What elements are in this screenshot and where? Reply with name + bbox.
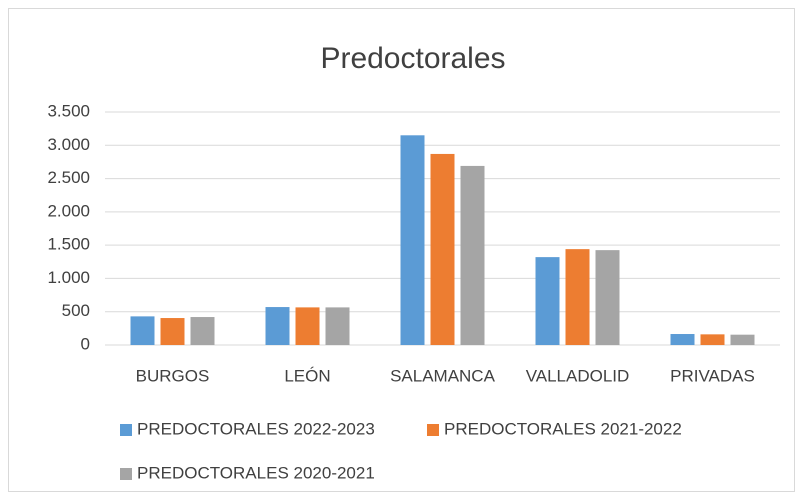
bar [595, 250, 620, 345]
x-tick-label: VALLADOLID [526, 366, 630, 385]
bar [190, 317, 215, 345]
bar [535, 257, 560, 345]
legend-swatch [427, 424, 439, 436]
legend-label: PREDOCTORALES 2022-2023 [137, 419, 375, 438]
y-tick-label: 0 [81, 334, 90, 353]
y-tick-label: 500 [62, 301, 90, 320]
bar [130, 316, 155, 345]
x-tick-label: SALAMANCA [390, 366, 496, 385]
x-tick-label: PRIVADAS [670, 366, 755, 385]
bar [400, 135, 425, 345]
x-tick-label: LEÓN [284, 366, 330, 385]
bar [430, 153, 455, 345]
bar [265, 307, 290, 345]
x-tick-label: BURGOS [136, 366, 210, 385]
bar [325, 307, 350, 345]
legend-label: PREDOCTORALES 2020-2021 [137, 463, 375, 482]
y-tick-label: 3.000 [47, 135, 90, 154]
y-tick-label: 3.500 [47, 101, 90, 120]
y-tick-label: 2.000 [47, 201, 90, 220]
bar [670, 334, 695, 345]
chart-title: Predoctorales [320, 42, 505, 75]
legend-swatch [120, 468, 132, 480]
y-tick-label: 1.500 [47, 235, 90, 254]
bar [460, 165, 485, 345]
legend-swatch [120, 424, 132, 436]
bar [700, 334, 725, 345]
legend-label: PREDOCTORALES 2021-2022 [444, 419, 682, 438]
bar [160, 318, 185, 345]
y-tick-label: 1.000 [47, 268, 90, 287]
bar [565, 249, 590, 345]
bar [730, 334, 755, 345]
y-tick-label: 2.500 [47, 168, 90, 187]
bar [295, 307, 320, 345]
